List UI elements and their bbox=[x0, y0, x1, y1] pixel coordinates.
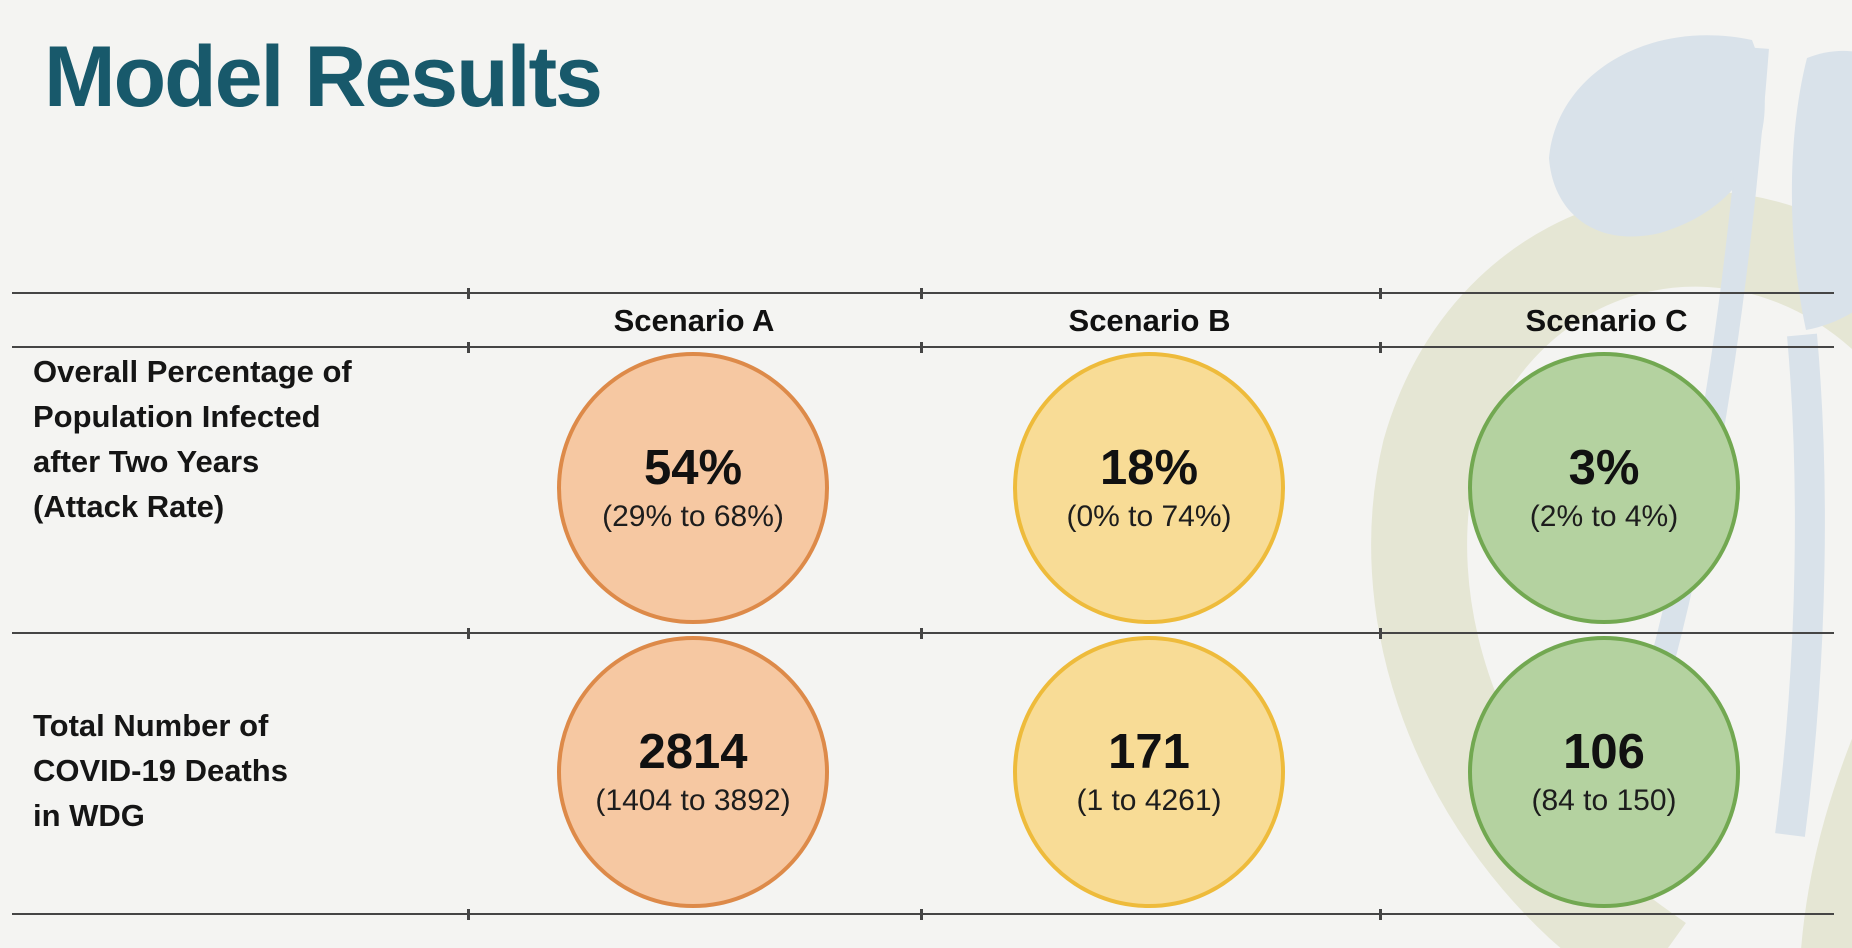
circle-value: 18% bbox=[1099, 441, 1199, 495]
circle-value: 171 bbox=[1108, 725, 1190, 779]
table-tick bbox=[1379, 909, 1382, 920]
circle-value: 106 bbox=[1563, 725, 1645, 779]
table-tick bbox=[920, 342, 923, 353]
metric-circle-deaths-scenario-c: 106 (84 to 150) bbox=[1468, 636, 1740, 908]
row-label-total-deaths: Total Number of COVID-19 Deaths in WDG bbox=[33, 703, 463, 838]
circle-range: (1404 to 3892) bbox=[595, 784, 791, 817]
table-row-divider-line bbox=[12, 628, 1834, 639]
row-label-line: Total Number of bbox=[33, 708, 269, 743]
circle-range: (1 to 4261) bbox=[1076, 784, 1222, 817]
table-tick bbox=[1379, 628, 1382, 639]
row-label-line: after Two Years bbox=[33, 444, 260, 479]
circle-range: (0% to 74%) bbox=[1066, 500, 1232, 533]
row-label-attack-rate: Overall Percentage of Population Infecte… bbox=[33, 349, 463, 529]
col-header-scenario-b: Scenario B bbox=[1068, 303, 1231, 338]
circle-value: 3% bbox=[1568, 441, 1640, 495]
table-tick bbox=[920, 288, 923, 299]
metric-circle-deaths-scenario-b: 171 (1 to 4261) bbox=[1013, 636, 1285, 908]
table-tick bbox=[1379, 288, 1382, 299]
metric-circle-attack-rate-scenario-a: 54% (29% to 68%) bbox=[557, 352, 829, 624]
row-label-line: Population Infected bbox=[33, 399, 321, 434]
table-tick bbox=[467, 288, 470, 299]
circle-range: (29% to 68%) bbox=[602, 500, 784, 533]
table-header-line bbox=[12, 342, 1834, 353]
metric-circle-attack-rate-scenario-b: 18% (0% to 74%) bbox=[1013, 352, 1285, 624]
table-bottom-line bbox=[12, 909, 1834, 920]
table-top-line bbox=[12, 288, 1834, 299]
circle-value: 54% bbox=[643, 441, 743, 495]
circle-range: (84 to 150) bbox=[1531, 784, 1677, 817]
row-label-line: (Attack Rate) bbox=[33, 489, 225, 524]
table-tick bbox=[1379, 342, 1382, 353]
circle-range: (2% to 4%) bbox=[1529, 500, 1679, 533]
table-tick bbox=[467, 628, 470, 639]
row-label-line: Overall Percentage of bbox=[33, 354, 352, 389]
col-header-scenario-c: Scenario C bbox=[1525, 303, 1688, 338]
table-tick bbox=[920, 628, 923, 639]
circle-value: 2814 bbox=[638, 725, 748, 779]
table-tick bbox=[467, 342, 470, 353]
metric-circle-deaths-scenario-a: 2814 (1404 to 3892) bbox=[557, 636, 829, 908]
page-title: Model Results bbox=[44, 29, 603, 125]
row-label-line: in WDG bbox=[33, 798, 145, 833]
table-tick bbox=[920, 909, 923, 920]
metric-circle-attack-rate-scenario-c: 3% (2% to 4%) bbox=[1468, 352, 1740, 624]
col-header-scenario-a: Scenario A bbox=[613, 303, 775, 338]
row-label-line: COVID-19 Deaths bbox=[33, 753, 288, 788]
table-tick bbox=[467, 909, 470, 920]
